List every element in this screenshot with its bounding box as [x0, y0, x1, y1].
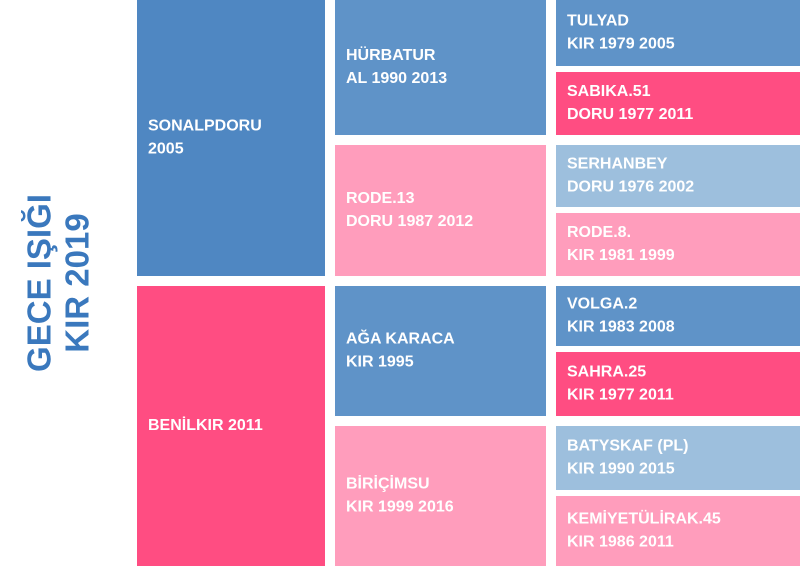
horse-text: BENİLKIR 2011	[148, 416, 263, 434]
horse-text: KIR 1979 2005	[567, 36, 675, 53]
horse-text: KIR 1986 2011	[567, 534, 674, 551]
horse-text: DORU 1987 2012	[346, 213, 473, 230]
horse-text: RODE.8.	[567, 224, 631, 241]
horse-box	[556, 352, 800, 416]
horse-box	[556, 145, 800, 207]
horse-box	[335, 426, 546, 566]
horse-box	[556, 286, 800, 346]
horse-text: AĞA KARACA	[346, 329, 455, 348]
horse-text: BİRİÇİMSU	[346, 475, 430, 493]
horse-box	[335, 286, 546, 416]
horse-text: 2005	[148, 141, 184, 158]
horse-text: VOLGA.2	[567, 296, 637, 313]
horse-text: DORU 1976 2002	[567, 179, 694, 196]
horse-box	[556, 213, 800, 276]
horse-text: DORU 1977 2011	[567, 106, 693, 123]
title: GECE IŞIĞI KIR 2019	[21, 194, 96, 372]
horse-box	[137, 286, 325, 566]
horse-text: RODE.13	[346, 190, 415, 207]
title-text: KIR 2019	[59, 213, 96, 352]
horse-text: HÜRBATUR	[346, 45, 436, 64]
horse-text: KIR 1995	[346, 354, 414, 371]
horse-text: KIR 1999 2016	[346, 499, 454, 516]
horse-box	[556, 0, 800, 66]
horse-box	[556, 496, 800, 566]
horse-box	[335, 0, 546, 135]
horse-box	[335, 145, 546, 276]
horse-text: SABIKA.51	[567, 83, 651, 100]
horse-text: KIR 1990 2015	[567, 461, 675, 478]
horse-text: SERHANBEY	[567, 156, 668, 173]
horse-text: KIR 1981 1999	[567, 247, 675, 264]
horse-text: BATYSKAF (PL)	[567, 438, 688, 455]
horse-text: SONALPDORU	[148, 118, 262, 135]
horse-text: SAHRA.25	[567, 364, 646, 381]
title-text: GECE IŞIĞI	[21, 194, 58, 372]
horse-box	[137, 0, 325, 276]
horse-text: KEMİYETÜLİRAK.45	[567, 509, 721, 528]
horse-text: KIR 1977 2011	[567, 387, 674, 404]
horse-box	[556, 426, 800, 490]
horse-text: AL 1990 2013	[346, 70, 447, 87]
horse-text: TULYAD	[567, 13, 629, 30]
horse-box	[556, 72, 800, 135]
horse-text: KIR 1983 2008	[567, 319, 675, 336]
